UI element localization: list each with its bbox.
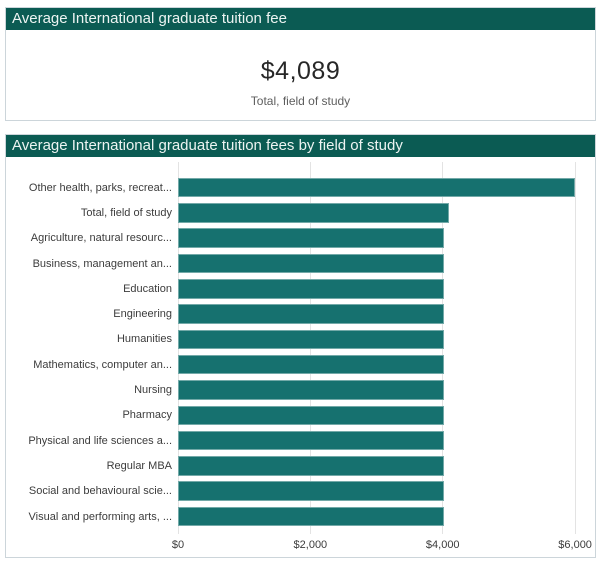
- bar[interactable]: [178, 279, 445, 299]
- chart-row: Business, management an...: [6, 251, 595, 276]
- category-label: Humanities: [116, 333, 172, 346]
- kpi-value: $4,089: [260, 57, 341, 85]
- bar[interactable]: [178, 506, 445, 527]
- bar[interactable]: [178, 304, 445, 324]
- chart-row: Pharmacy: [6, 403, 595, 428]
- kpi-panel-header: Average International graduate tuition f…: [6, 8, 595, 30]
- category-label: Regular MBA: [106, 459, 172, 472]
- bar-track: [178, 304, 591, 324]
- bar-track: [178, 354, 591, 375]
- category-label: Other health, parks, recreat...: [28, 181, 172, 194]
- kpi-panel: Average International graduate tuition f…: [5, 7, 596, 121]
- category-label: Education: [123, 282, 172, 295]
- bar[interactable]: [178, 481, 445, 501]
- chart-row: Visual and performing arts, ...: [6, 504, 595, 529]
- chart-row: Mathematics, computer an...: [6, 352, 595, 377]
- chart-row: Regular MBA: [6, 453, 595, 478]
- bar-track: [178, 430, 591, 451]
- bar[interactable]: [178, 329, 445, 350]
- x-tick-label: $4,000: [425, 539, 460, 552]
- bar-chart: Other health, parks, recreat... Total, fi…: [6, 162, 595, 562]
- category-label: Social and behavioural scie...: [28, 485, 172, 498]
- chart-panel-title: Average International graduate tuition f…: [12, 137, 403, 154]
- chart-row: Total, field of study: [6, 200, 595, 225]
- chart-row: Other health, parks, recreat...: [6, 175, 595, 200]
- category-label: Physical and life sciences a...: [28, 434, 172, 447]
- category-label: Nursing: [134, 384, 172, 397]
- chart-panel-header: Average International graduate tuition f…: [6, 135, 595, 157]
- x-tick-label: $2,000: [293, 539, 328, 552]
- bar-track: [178, 329, 591, 350]
- bar-track: [178, 279, 591, 299]
- category-label: Agriculture, natural resourc...: [30, 232, 172, 245]
- category-label: Visual and performing arts, ...: [28, 510, 172, 523]
- category-label: Engineering: [113, 308, 172, 321]
- bar-track: [178, 405, 591, 426]
- bar-track: [178, 228, 591, 248]
- bar[interactable]: [178, 203, 449, 223]
- bar[interactable]: [178, 253, 445, 274]
- bar-track: [178, 506, 591, 527]
- bar-track: [178, 481, 591, 501]
- bar-track: [178, 177, 591, 198]
- x-tick-label: $6,000: [558, 539, 592, 552]
- chart-row: Social and behavioural scie...: [6, 479, 595, 504]
- bar[interactable]: [178, 430, 445, 451]
- gridline: [574, 162, 576, 535]
- bar[interactable]: [178, 177, 576, 198]
- bar-track: [178, 456, 591, 476]
- bar[interactable]: [178, 405, 445, 426]
- plot-area: Other health, parks, recreat... Total, fi…: [6, 162, 595, 535]
- chart-row: Physical and life sciences a...: [6, 428, 595, 453]
- x-tick-label: $0: [171, 539, 185, 552]
- x-axis: $0 $2,000 $4,000 $6,000: [172, 536, 592, 556]
- chart-row: Engineering: [6, 301, 595, 326]
- chart-row: Agriculture, natural resourc...: [6, 226, 595, 251]
- kpi-body: $4,089 Total, field of study: [6, 57, 595, 147]
- chart-row: Education: [6, 276, 595, 301]
- category-label: Mathematics, computer an...: [33, 358, 172, 371]
- bar-track: [178, 203, 591, 223]
- bar[interactable]: [178, 228, 445, 248]
- bar[interactable]: [178, 456, 445, 476]
- kpi-panel-title: Average International graduate tuition f…: [12, 10, 287, 27]
- chart-row: Nursing: [6, 377, 595, 402]
- bar[interactable]: [178, 380, 445, 400]
- bar-track: [178, 253, 591, 274]
- category-label: Total, field of study: [80, 206, 172, 219]
- kpi-sublabel: Total, field of study: [250, 94, 351, 108]
- bar[interactable]: [178, 354, 445, 375]
- chart-row: Humanities: [6, 327, 595, 352]
- bar-rows: Other health, parks, recreat... Total, fi…: [6, 175, 595, 529]
- category-label: Business, management an...: [32, 257, 172, 270]
- bar-track: [178, 380, 591, 400]
- category-label: Pharmacy: [122, 409, 172, 422]
- chart-panel: Average International graduate tuition f…: [5, 134, 596, 558]
